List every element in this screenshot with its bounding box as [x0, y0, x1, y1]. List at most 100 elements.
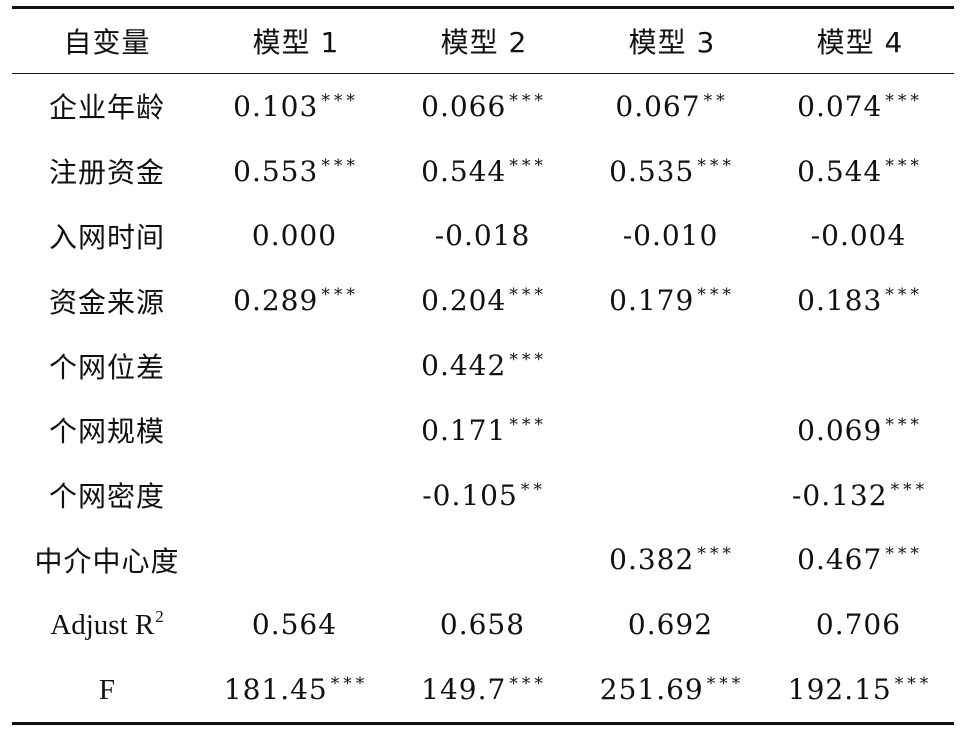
- cell: [766, 333, 954, 398]
- row-label: F: [12, 657, 202, 723]
- cell-value: 192.15: [787, 673, 892, 707]
- significance-stars: ***: [706, 674, 745, 695]
- cell: -0.105 **: [390, 463, 578, 528]
- significance-stars: ***: [885, 285, 923, 306]
- cell-value: 0.103: [233, 89, 319, 123]
- cell: 0.442 ***: [390, 333, 578, 398]
- row-label: 个网位差: [48, 350, 165, 384]
- cell-value: -0.010: [622, 219, 719, 253]
- cell: [578, 398, 766, 463]
- cell: 0.074 ***: [766, 74, 954, 139]
- cell-value: -0.018: [434, 219, 531, 253]
- significance-stars: ***: [697, 285, 735, 306]
- cell: [202, 398, 390, 463]
- cell: [390, 528, 578, 593]
- cell: 0.564: [202, 592, 390, 657]
- cell: 251.69 ***: [578, 657, 766, 723]
- cell: 0.103 ***: [202, 74, 390, 139]
- row-label: 中介中心度: [34, 544, 180, 578]
- significance-stars: ***: [330, 674, 369, 695]
- table-header: 自变量 模型 1 模型 2 模型 3 模型 4: [12, 7, 954, 74]
- cell-value: 0.067: [615, 89, 701, 123]
- header-model-3: 模型 3: [628, 26, 716, 59]
- table-row: 个网位差 0.442 ***: [12, 333, 954, 398]
- cell-value: 0.074: [797, 89, 883, 123]
- cell-value: 0.066: [421, 89, 507, 123]
- header-model-2: 模型 2: [440, 26, 528, 59]
- cell: -0.018: [390, 204, 578, 269]
- cell: 0.067 **: [578, 74, 766, 139]
- row-label-text: Adjust R: [50, 609, 155, 642]
- cell: 0.692: [578, 592, 766, 657]
- cell-value: 0.179: [609, 284, 695, 318]
- cell: 0.183 ***: [766, 268, 954, 333]
- row-label: 个网规模: [48, 415, 165, 449]
- table-row: 注册资金 0.553 *** 0.544 *** 0.535 *** 0.544 ***: [12, 139, 954, 204]
- cell: 0.066 ***: [390, 74, 578, 139]
- cell-value: 0.171: [421, 413, 507, 447]
- cell-value: 0.000: [251, 219, 338, 253]
- table-body: 企业年龄 0.103 *** 0.066 *** 0.067 ** 0.074 *** …: [12, 74, 954, 724]
- cell: [578, 333, 766, 398]
- cell-value: -0.105: [422, 478, 518, 512]
- cell: 192.15 ***: [766, 657, 954, 723]
- cell-value: 0.535: [609, 154, 695, 188]
- cell: 0.179 ***: [578, 268, 766, 333]
- header-variable: 自变量: [63, 26, 151, 59]
- significance-stars: ***: [890, 479, 929, 500]
- significance-stars: ***: [509, 674, 547, 695]
- cell: 0.000: [202, 204, 390, 269]
- significance-stars: ***: [885, 544, 923, 565]
- significance-stars: ***: [885, 90, 923, 111]
- row-label: 个网密度: [48, 480, 165, 514]
- significance-stars: **: [520, 479, 546, 500]
- cell-value: 0.692: [627, 608, 714, 642]
- cell: 0.658: [390, 592, 578, 657]
- significance-stars: ***: [509, 90, 547, 111]
- cell: [202, 463, 390, 528]
- row-label: 注册资金: [48, 156, 165, 190]
- cell: -0.004: [766, 204, 954, 269]
- cell: 0.535 ***: [578, 139, 766, 204]
- cell: -0.132 ***: [766, 463, 954, 528]
- significance-stars: ***: [321, 90, 359, 111]
- cell: -0.010: [578, 204, 766, 269]
- cell-value: 0.204: [421, 284, 507, 318]
- row-label: 企业年龄: [48, 91, 165, 125]
- cell-value: 0.706: [815, 608, 902, 642]
- row-label: Adjust R2: [12, 592, 202, 657]
- header-model-1: 模型 1: [252, 26, 340, 59]
- cell-value: 0.553: [233, 154, 319, 188]
- regression-table-container: 自变量 模型 1 模型 2 模型 3 模型 4 企业年龄 0.103 *** 0.…: [12, 6, 954, 725]
- cell-value: 149.7: [421, 673, 507, 707]
- table-row: F 181.45 *** 149.7 *** 251.69 *** 192.15 ***: [12, 657, 954, 724]
- cell: 0.069 ***: [766, 398, 954, 463]
- cell: 0.706: [766, 592, 954, 657]
- significance-stars: ***: [509, 350, 547, 371]
- significance-stars: ***: [509, 414, 547, 435]
- cell: 0.467 ***: [766, 528, 954, 593]
- significance-stars: ***: [885, 414, 923, 435]
- row-label-superscript: 2: [155, 607, 164, 627]
- cell: 181.45 ***: [202, 657, 390, 723]
- significance-stars: ***: [321, 155, 359, 176]
- significance-stars: **: [703, 90, 729, 111]
- cell-value: 251.69: [599, 673, 704, 707]
- significance-stars: ***: [697, 544, 735, 565]
- significance-stars: ***: [509, 155, 547, 176]
- table-row: 个网密度 -0.105 ** -0.132 ***: [12, 463, 954, 528]
- row-label-text: F: [98, 673, 116, 706]
- significance-stars: ***: [697, 155, 735, 176]
- significance-stars: ***: [509, 285, 547, 306]
- significance-stars: ***: [321, 285, 359, 306]
- significance-stars: ***: [894, 674, 933, 695]
- cell-value: -0.132: [791, 478, 888, 512]
- cell: 0.544 ***: [390, 139, 578, 204]
- cell: 0.382 ***: [578, 528, 766, 593]
- table-row: 入网时间 0.000 -0.018 -0.010 -0.004: [12, 204, 954, 269]
- cell-value: 0.442: [421, 349, 507, 383]
- regression-table: 自变量 模型 1 模型 2 模型 3 模型 4 企业年龄 0.103 *** 0.…: [12, 6, 954, 725]
- table-row: Adjust R2 0.564 0.658 0.692 0.706: [12, 592, 954, 657]
- cell: 0.544 ***: [766, 139, 954, 204]
- cell-value: 0.467: [797, 543, 883, 577]
